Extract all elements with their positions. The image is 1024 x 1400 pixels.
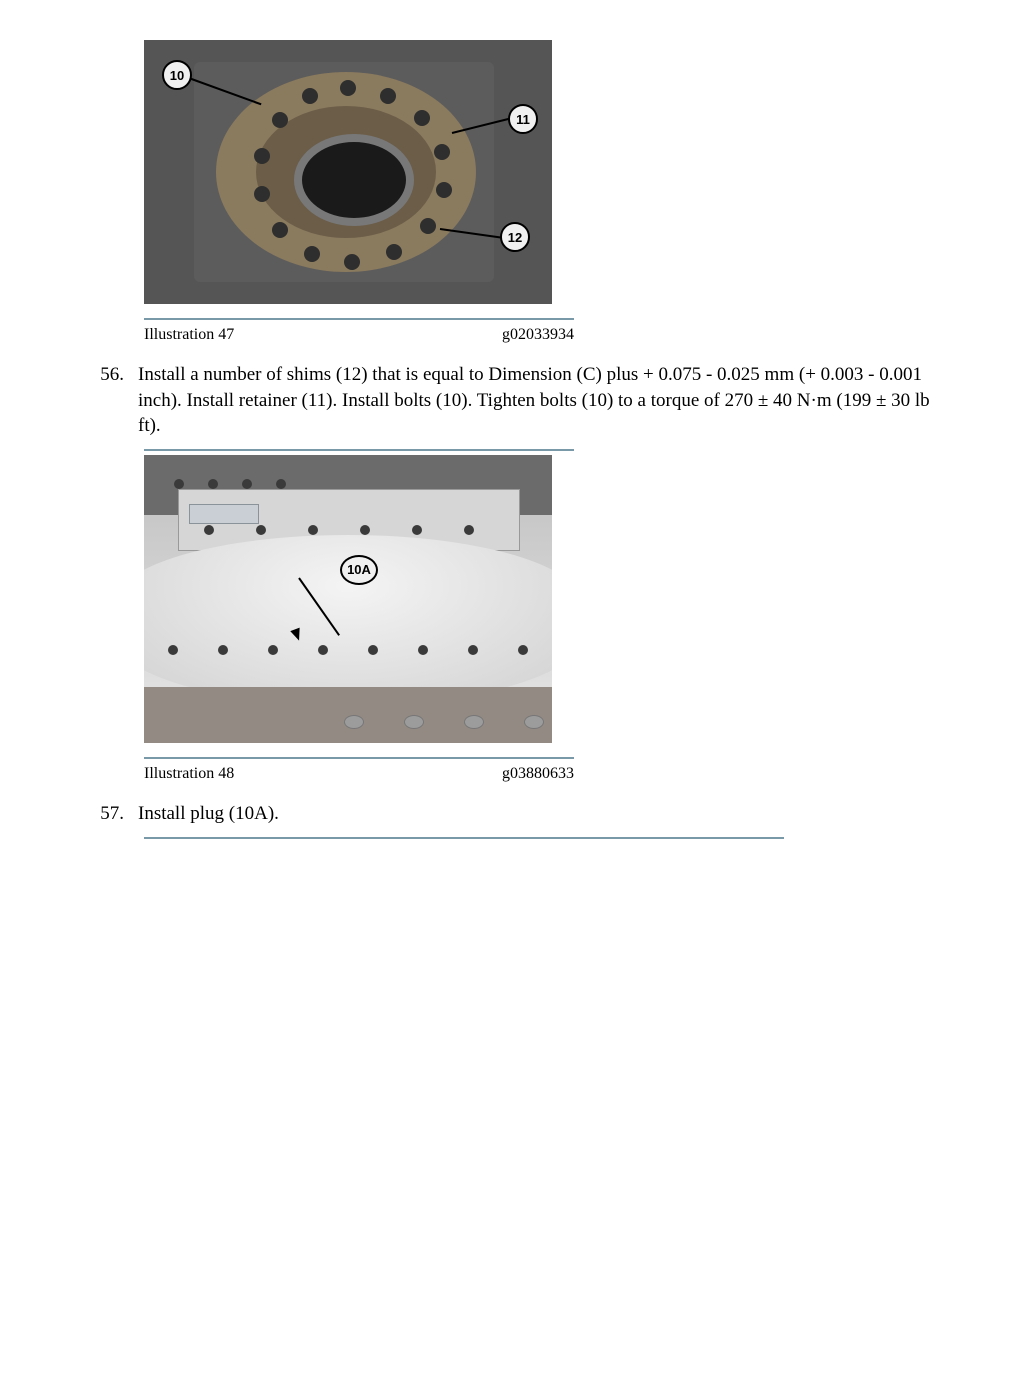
bolt-icon: [302, 88, 318, 104]
bolt-icon: [368, 645, 378, 655]
figure-divider: [144, 318, 574, 320]
ring-inner: [294, 134, 414, 226]
step-57-text: Install plug (10A).: [138, 801, 944, 827]
figure-48-code: g03880633: [502, 765, 574, 783]
bolt-icon: [204, 525, 214, 535]
bolt-icon: [254, 148, 270, 164]
bolt-icon: [436, 182, 452, 198]
figure-47-block: 10 11 12 Illustration 47 g02033934: [144, 40, 574, 344]
bolt-icon: [304, 246, 320, 262]
bolt-icon: [380, 88, 396, 104]
callout-11: 11: [508, 104, 538, 134]
callout-10-label: 10: [170, 68, 184, 83]
figure-48-image: 10A: [144, 455, 552, 743]
figure-47-label: Illustration 47: [144, 326, 234, 344]
callout-10: 10: [162, 60, 192, 90]
bolt-icon: [518, 645, 528, 655]
figure-48-caption: Illustration 48 g03880633: [144, 765, 574, 783]
bolt-row: [174, 479, 286, 489]
bolt-icon: [434, 144, 450, 160]
hole-icon: [344, 715, 364, 729]
bolt-icon: [414, 110, 430, 126]
bolt-icon: [360, 525, 370, 535]
bolt-icon: [308, 525, 318, 535]
bolt-icon: [268, 645, 278, 655]
hole-row: [344, 715, 544, 729]
callout-11-label: 11: [516, 112, 530, 127]
bolt-icon: [208, 479, 218, 489]
bolt-row: [204, 525, 474, 535]
bolt-row: [168, 645, 528, 655]
callout-12-label: 12: [508, 230, 522, 245]
figure-48-label: Illustration 48: [144, 765, 234, 783]
step-56: 56. Install a number of shims (12) that …: [80, 362, 944, 439]
nameplate: [189, 504, 259, 524]
page-container: 10 11 12 Illustration 47 g02033934 56. I…: [0, 0, 1024, 889]
figure-47-image: 10 11 12: [144, 40, 552, 304]
figure-48-block: 10A Illustration 48 g03880633: [144, 449, 574, 783]
bolt-icon: [174, 479, 184, 489]
callout-12: 12: [500, 222, 530, 252]
hole-icon: [404, 715, 424, 729]
step-57: 57. Install plug (10A).: [80, 801, 944, 827]
bolt-icon: [464, 525, 474, 535]
figure-divider: [144, 757, 574, 759]
callout-10a-label: 10A: [347, 562, 371, 577]
bolt-icon: [420, 218, 436, 234]
bolt-icon: [340, 80, 356, 96]
bolt-icon: [272, 222, 288, 238]
bolt-icon: [242, 479, 252, 489]
bolt-icon: [468, 645, 478, 655]
bolt-icon: [344, 254, 360, 270]
bolt-icon: [318, 645, 328, 655]
bolt-icon: [386, 244, 402, 260]
bolt-icon: [272, 112, 288, 128]
bolt-icon: [418, 645, 428, 655]
bolt-icon: [218, 645, 228, 655]
bolt-icon: [254, 186, 270, 202]
step-56-text: Install a number of shims (12) that is e…: [138, 362, 944, 439]
step-57-number: 57.: [80, 801, 138, 827]
figure-47-caption: Illustration 47 g02033934: [144, 326, 574, 344]
callout-10a: 10A: [340, 555, 378, 585]
section-divider: [144, 837, 784, 839]
bolt-icon: [412, 525, 422, 535]
hole-icon: [524, 715, 544, 729]
hole-icon: [464, 715, 484, 729]
bolt-icon: [276, 479, 286, 489]
step-56-number: 56.: [80, 362, 138, 439]
bolt-icon: [256, 525, 266, 535]
bolt-icon: [168, 645, 178, 655]
figure-divider: [144, 449, 574, 451]
figure-47-code: g02033934: [502, 326, 574, 344]
